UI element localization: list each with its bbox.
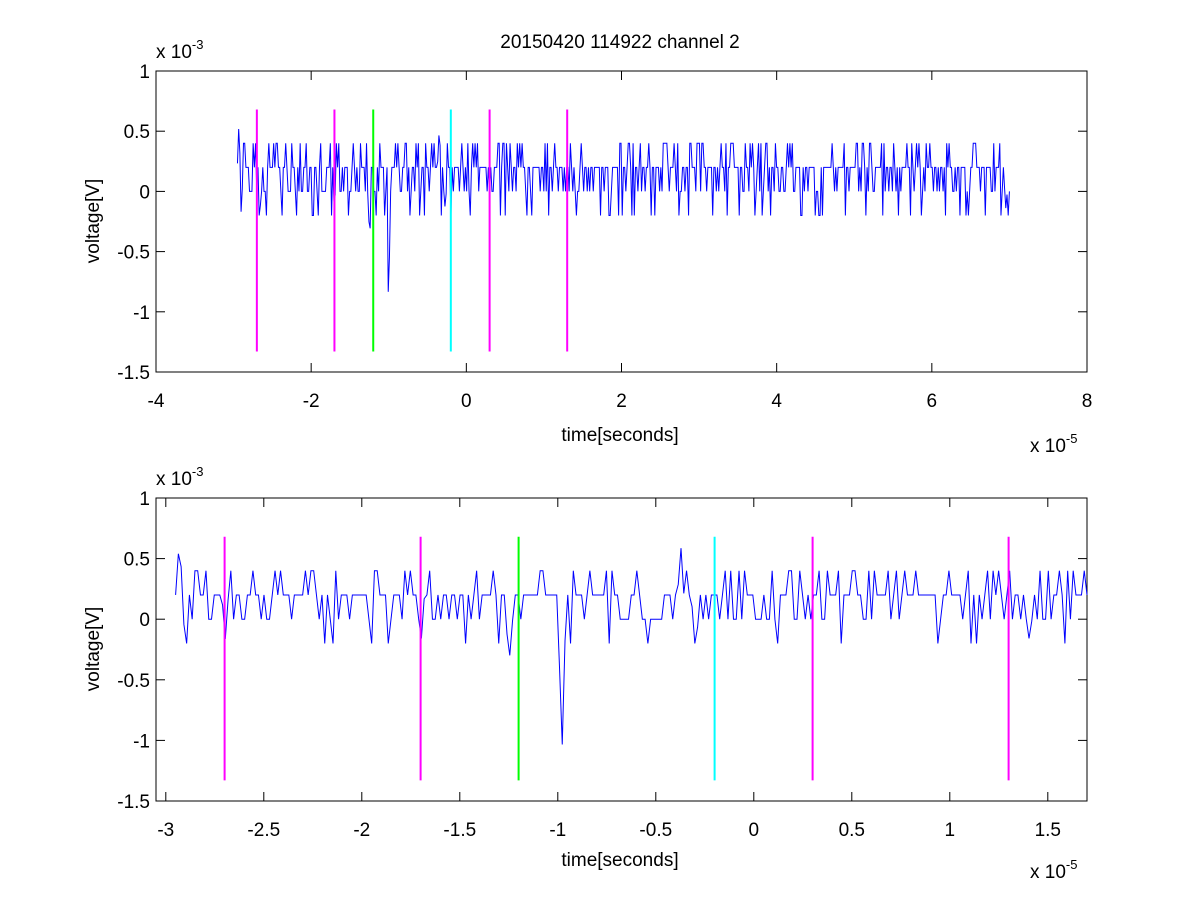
bottom-plot-axes-box [155, 497, 1088, 802]
top-plot-ticks: -4 -2 0 2 4 6 8 -1.5 -1 -0.5 0 0.5 1 [117, 62, 1092, 412]
bottom-plot-ticks: -3 -2.5 -2 -1.5 -1 -0.5 0 0.5 1 1.5 -1.5 -1 -0.5 0 0.5… [117, 489, 1087, 841]
bottom-plot-x-exponent: x 10-5 [1030, 857, 1077, 883]
top-plot-x-tick-label: 4 [771, 391, 782, 412]
bottom-plot-x-tick-label: 1 [945, 820, 956, 841]
bottom-plot-y-tick-label: -0.5 [117, 671, 150, 692]
top-plot-y-tick-label: -1 [133, 303, 150, 324]
bottom-plot-voltage-trace [175, 548, 1088, 745]
bottom-plot-y-tick-label: 1 [139, 489, 150, 510]
top-plot-x-tick-label: -4 [148, 391, 165, 412]
bottom-plot-x-axis-label: time[seconds] [561, 850, 678, 871]
top-plot-x-tick-label: 6 [927, 391, 938, 412]
top-plot-y-tick-label: 0 [139, 182, 150, 203]
top-plot-y-tick-label: 0.5 [124, 122, 150, 143]
top-plot-x-tick-label: -2 [303, 391, 320, 412]
top-plot-y-exponent: x 10-3 [156, 37, 203, 63]
top-plot: -4 -2 0 2 4 6 8 -1.5 -1 -0.5 0 0.5 1 x 10-3 x 10-5 t… [83, 37, 1092, 457]
bottom-plot-y-tick-label: -1 [133, 731, 150, 752]
bottom-plot-x-tick-label: 1.5 [1035, 820, 1061, 841]
top-plot-marks [236, 109, 1010, 352]
bottom-plot-x-tick-label: 0.5 [839, 820, 865, 841]
bottom-plot-x-tick-label: -3 [157, 820, 174, 841]
bottom-plot-marks [175, 536, 1088, 781]
bottom-plot-y-tick-label: -1.5 [117, 792, 150, 813]
bottom-plot-x-tick-label: 0 [749, 820, 760, 841]
figure-title: 20150420 114922 channel 2 [500, 32, 740, 53]
bottom-plot-x-tick-label: -2.5 [247, 820, 280, 841]
top-plot-x-tick-label: 0 [461, 391, 472, 412]
top-plot-x-exponent: x 10-5 [1030, 431, 1077, 457]
bottom-plot-x-tick-label: -1 [549, 820, 566, 841]
bottom-plot: -3 -2.5 -2 -1.5 -1 -0.5 0 0.5 1 1.5 -1.5 -1 -0.5 0 0.5… [83, 464, 1088, 883]
bottom-plot-x-tick-label: -2 [353, 820, 370, 841]
top-plot-y-axis-label: voltage[V] [83, 179, 104, 264]
top-plot-y-tick-label: -1.5 [117, 363, 150, 384]
bottom-plot-y-axis-label: voltage[V] [83, 607, 104, 692]
bottom-plot-x-tick-label: -0.5 [639, 820, 672, 841]
top-plot-voltage-trace [236, 128, 1010, 292]
top-plot-x-tick-label: 8 [1082, 391, 1093, 412]
bottom-plot-y-tick-label: 0 [139, 610, 150, 631]
top-plot-x-tick-label: 2 [616, 391, 627, 412]
top-plot-y-tick-label: -0.5 [117, 243, 150, 264]
top-plot-x-axis-label: time[seconds] [561, 425, 678, 446]
bottom-plot-x-tick-label: -1.5 [443, 820, 476, 841]
bottom-plot-y-tick-label: 0.5 [124, 550, 150, 571]
bottom-plot-y-exponent: x 10-3 [156, 464, 203, 490]
top-plot-y-tick-label: 1 [139, 62, 150, 83]
top-plot-axes-box [155, 70, 1088, 373]
